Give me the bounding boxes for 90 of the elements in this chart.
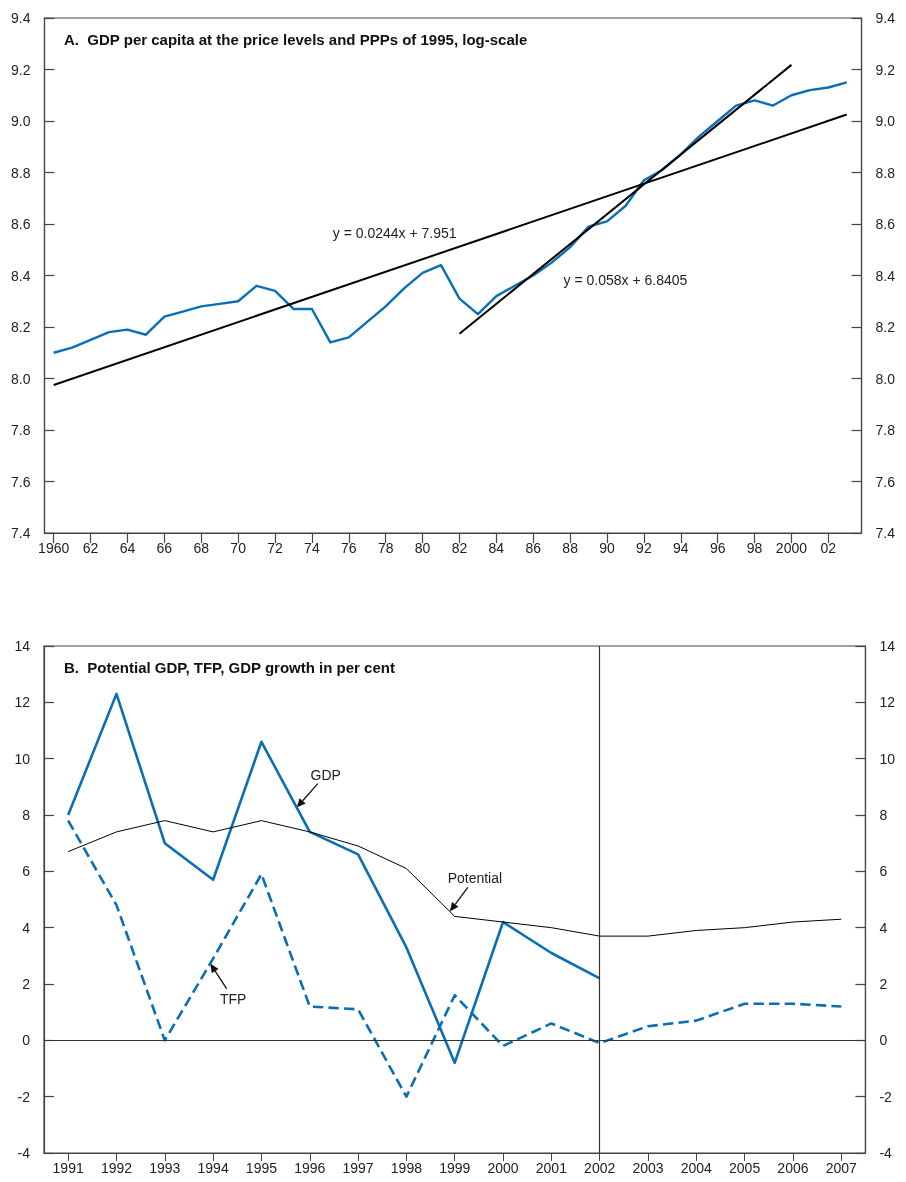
y-tick-label: 8.2 [10, 319, 31, 335]
text: A. GDP per capita at the price levels and PPPs of 1995, log-scale [64, 31, 528, 48]
y-tick-label: 4 [22, 919, 31, 936]
x-tick-label: 1960 [38, 540, 70, 556]
x-tick-label: 94 [673, 540, 689, 556]
y-tick-label: 10 [14, 750, 31, 767]
x-tick-label: 62 [82, 540, 99, 556]
x-tick-label: 1997 [342, 1160, 374, 1176]
y2-tick-label: 8.8 [875, 164, 896, 181]
y-tick-label: 12 [14, 694, 31, 711]
y2-tick-label: 7.4 [875, 525, 896, 541]
y2-tick-label: 8 [879, 807, 888, 823]
x-tick-label: 64 [119, 540, 136, 556]
y2-tick-label: -4 [879, 1145, 893, 1161]
x-tick-label: 90 [599, 540, 616, 556]
y2-tick-label: 0 [879, 1032, 888, 1049]
y-tick-label: 9.4 [10, 10, 31, 26]
y-tick-label: 7.6 [10, 473, 31, 490]
x-tick-label: 2007 [825, 1160, 858, 1176]
annotation: y = 0.058x + 6.8405 [563, 272, 688, 289]
line-series [67, 820, 842, 937]
x-tick-label: 1993 [149, 1160, 181, 1176]
x-tick-label: 68 [193, 540, 210, 556]
x-tick-label: 2005 [729, 1160, 761, 1176]
y2-tick-label: 6 [879, 863, 888, 880]
x-tick-label: 88 [562, 540, 579, 556]
x-tick-label: 82 [451, 540, 468, 556]
x-tick-label: 72 [267, 540, 284, 556]
x-tick-label: 2006 [777, 1160, 809, 1176]
series-label: Potential [447, 869, 503, 886]
x-tick-label: 1996 [294, 1160, 326, 1176]
x-tick-label: 1992 [100, 1160, 133, 1176]
x-tick-label: 92 [636, 540, 652, 556]
x-tick-label: 02 [820, 540, 837, 556]
line-series [52, 81, 848, 354]
text: B. Potential GDP, TFP, GDP growth in per cent [64, 659, 395, 676]
y2-tick-label: 7.8 [875, 422, 896, 438]
y-tick-label: -4 [17, 1145, 31, 1161]
y2-tick-label: 2 [879, 976, 888, 992]
y-tick-label: 6 [22, 863, 31, 880]
y2-tick-label: 7.6 [875, 473, 896, 490]
x-tick-label: 1994 [197, 1160, 229, 1176]
x-tick-label: 70 [230, 540, 247, 556]
y-tick-label: 8 [22, 807, 31, 823]
y-tick-label: 7.4 [10, 525, 31, 541]
y2-tick-label: 12 [879, 694, 896, 711]
x-tick-label: 74 [304, 540, 320, 556]
y2-tick-label: 8.4 [875, 267, 896, 284]
y2-tick-label: 10 [879, 750, 896, 767]
y-tick-label: 8.8 [10, 164, 31, 181]
y-tick-label: 9.2 [10, 61, 31, 78]
y-tick-label: 9.0 [10, 113, 31, 129]
y2-tick-label: 9.4 [875, 10, 896, 26]
y2-tick-label: 8.2 [875, 319, 896, 335]
y-tick-label: 8.6 [10, 216, 31, 232]
y2-tick-label: 4 [879, 919, 888, 936]
x-tick-label: 1995 [245, 1160, 278, 1176]
x-tick-label: 2003 [632, 1160, 664, 1176]
y2-tick-label: 9.2 [875, 61, 896, 78]
x-tick-label: 98 [746, 540, 763, 556]
x-tick-label: 1999 [439, 1160, 471, 1176]
y-tick-label: 2 [22, 976, 31, 992]
x-tick-label: 2002 [584, 1160, 616, 1176]
x-tick-label: 86 [525, 540, 542, 556]
x-tick-label: 2000 [775, 540, 808, 556]
y2-tick-label: -2 [879, 1088, 893, 1105]
x-tick-label: 76 [341, 540, 357, 556]
y-tick-label: 8.4 [10, 267, 31, 284]
y2-tick-label: 9.0 [875, 113, 896, 129]
y-tick-label: 8.0 [10, 370, 31, 387]
x-tick-label: 80 [414, 540, 431, 556]
series-label: GDP [310, 766, 341, 783]
x-tick-label: 2000 [487, 1160, 519, 1176]
y-tick-label: 0 [22, 1032, 31, 1049]
y2-tick-label: 14 [879, 638, 896, 654]
annotation: y = 0.0244x + 7.951 [332, 224, 457, 241]
x-tick-label: 78 [377, 540, 394, 556]
x-tick-label: 96 [709, 540, 726, 556]
y-tick-label: -2 [17, 1088, 31, 1105]
y-tick-label: 7.8 [10, 422, 31, 438]
y2-tick-label: 8.6 [875, 216, 896, 232]
x-tick-label: 66 [156, 540, 173, 556]
x-tick-label: 1991 [52, 1160, 84, 1176]
x-tick-label: 1998 [390, 1160, 423, 1176]
x-tick-label: 84 [488, 540, 505, 556]
x-tick-label: 2001 [535, 1160, 568, 1176]
y2-tick-label: 8.0 [875, 370, 896, 387]
series-label: TFP [219, 990, 247, 1007]
x-tick-label: 2004 [680, 1160, 713, 1176]
y-tick-label: 14 [14, 638, 31, 654]
